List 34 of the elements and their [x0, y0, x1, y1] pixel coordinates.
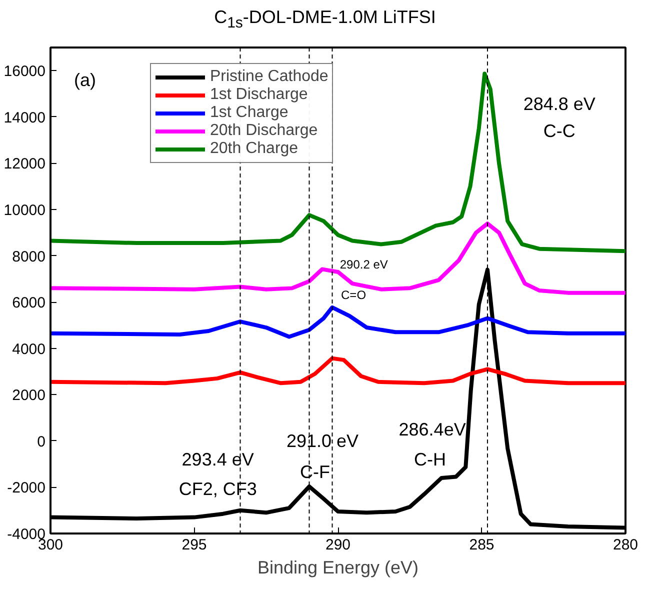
annotation: C-C [543, 121, 576, 142]
annotation: C-H [414, 450, 446, 470]
annotation: 293.4 eV [182, 450, 254, 470]
annotation: 284.8 eV [523, 94, 596, 114]
legend-label: 20th Discharge [210, 122, 318, 140]
annotation: C=O [341, 288, 366, 302]
y-tick-label: 16000 [4, 63, 46, 80]
x-tick-label: 285 [469, 536, 494, 554]
y-tick-label: 10000 [4, 202, 46, 219]
annotation: 291.0 eV [286, 431, 359, 452]
annotation: 290.2 eV [340, 257, 388, 272]
y-tick-label: 2000 [12, 387, 46, 404]
y-tick-label: 0 [37, 433, 46, 450]
y-tick-label: -2000 [7, 480, 46, 497]
line-series [50, 356, 626, 386]
y-tick-label: 6000 [12, 294, 46, 312]
y-tick-label: 8000 [12, 248, 46, 266]
y-tick-label: 12000 [4, 156, 46, 173]
x-axis-title: Binding Energy (eV) [257, 558, 419, 578]
line-series [50, 305, 626, 339]
x-tick-label: 290 [325, 536, 351, 554]
annotation: 286.4eV [398, 419, 466, 440]
x-tick-label: 295 [182, 536, 207, 554]
annotation: C-F [300, 462, 330, 482]
chart-title: C$_{1s}$-DOL-DME-1.0M LiTFSI [213, 6, 437, 34]
annotation: (a) [74, 70, 96, 90]
legend-label: 1st Discharge [210, 86, 308, 104]
legend-label: 20th Charge [210, 140, 298, 158]
annotation: CF2, CF3 [178, 478, 257, 499]
legend-label: 1st Charge [210, 104, 288, 122]
x-tick-label: 280 [612, 536, 638, 554]
y-tick-label: 4000 [12, 340, 46, 358]
y-tick-label: 14000 [4, 109, 46, 126]
legend-label: Pristine Cathode [210, 68, 328, 86]
